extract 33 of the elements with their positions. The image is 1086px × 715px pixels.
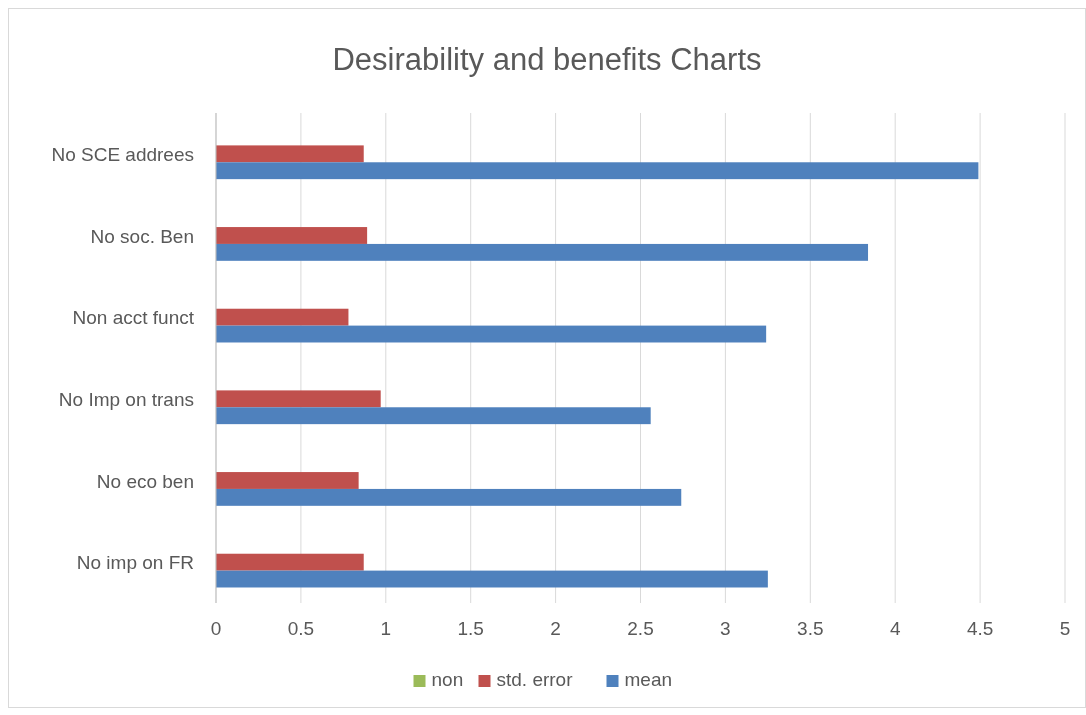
bar: [216, 472, 359, 489]
x-tick-label: 5: [1059, 618, 1071, 639]
legend-label: non: [431, 669, 464, 690]
y-tick-label: No imp on FR: [76, 552, 194, 574]
y-tick-label: No soc. Ben: [90, 225, 194, 247]
x-tick-label: 2: [550, 618, 561, 639]
bar: [216, 243, 869, 261]
x-tick-label: 4.5: [966, 618, 994, 639]
x-tick-label: 0.5: [287, 618, 315, 639]
x-tick-label: 0: [210, 618, 222, 639]
x-tick-label: 2.5: [627, 618, 654, 639]
x-tick-label: 1.5: [457, 618, 484, 639]
x-tick-label: 1: [380, 618, 392, 639]
bar: [216, 145, 364, 163]
bar: [216, 227, 368, 244]
bar: [216, 553, 364, 571]
y-tick-label: No SCE addrees: [51, 143, 194, 165]
y-tick-label: Non acct funct: [72, 307, 195, 329]
bar: [216, 407, 651, 425]
x-tick-label: 3.5: [797, 618, 824, 639]
bar: [216, 570, 768, 588]
y-tick-label: No eco ben: [96, 470, 194, 492]
bar: [216, 390, 381, 408]
x-tick-label: 3: [720, 618, 731, 639]
chart-title: Desirability and benefits Charts: [332, 42, 762, 77]
legend-label: std. error: [496, 669, 574, 690]
x-tick-label: 4: [889, 618, 901, 639]
bar: [216, 162, 979, 180]
bar: [216, 325, 767, 343]
bar: [216, 488, 682, 506]
legend-label: mean: [624, 669, 673, 690]
bar: [216, 308, 349, 326]
y-tick-label: No Imp on trans: [58, 388, 194, 410]
